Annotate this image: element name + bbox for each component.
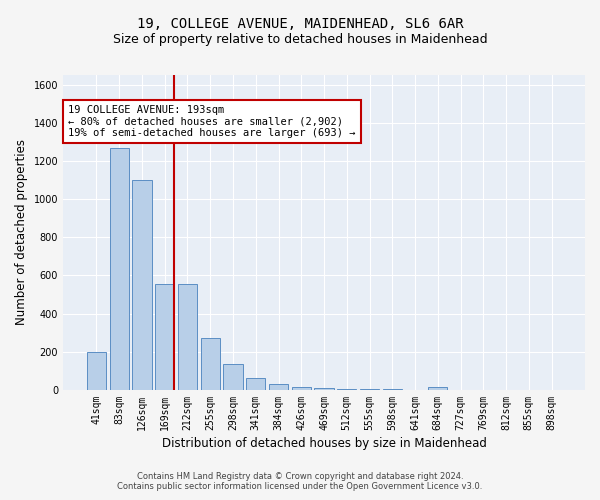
Bar xyxy=(132,180,152,390)
Bar xyxy=(292,386,311,390)
Bar xyxy=(155,284,175,390)
Bar xyxy=(246,378,265,390)
Text: 19 COLLEGE AVENUE: 193sqm
← 80% of detached houses are smaller (2,902)
19% of se: 19 COLLEGE AVENUE: 193sqm ← 80% of detac… xyxy=(68,105,356,138)
Bar xyxy=(337,389,356,390)
Bar xyxy=(428,386,448,390)
Y-axis label: Number of detached properties: Number of detached properties xyxy=(15,140,28,326)
Bar xyxy=(269,384,288,390)
Bar xyxy=(223,364,242,390)
Bar xyxy=(178,284,197,390)
Bar xyxy=(200,338,220,390)
X-axis label: Distribution of detached houses by size in Maidenhead: Distribution of detached houses by size … xyxy=(161,437,487,450)
Text: 19, COLLEGE AVENUE, MAIDENHEAD, SL6 6AR: 19, COLLEGE AVENUE, MAIDENHEAD, SL6 6AR xyxy=(137,18,463,32)
Bar xyxy=(110,148,129,390)
Text: Size of property relative to detached houses in Maidenhead: Size of property relative to detached ho… xyxy=(113,32,487,46)
Bar xyxy=(314,388,334,390)
Bar xyxy=(87,352,106,390)
Bar xyxy=(360,389,379,390)
Text: Contains HM Land Registry data © Crown copyright and database right 2024.: Contains HM Land Registry data © Crown c… xyxy=(137,472,463,481)
Text: Contains public sector information licensed under the Open Government Licence v3: Contains public sector information licen… xyxy=(118,482,482,491)
